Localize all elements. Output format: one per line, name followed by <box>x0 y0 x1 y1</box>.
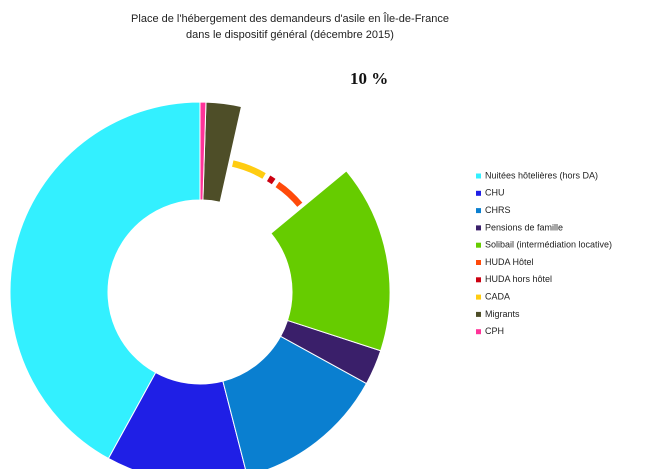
slice <box>265 174 277 186</box>
legend-label: CADA <box>485 291 510 301</box>
slice <box>270 170 391 352</box>
slice <box>274 180 304 209</box>
legend-label: Nuitées hôtelières (hors DA) <box>485 170 598 180</box>
legend-label: CHRS <box>485 205 511 215</box>
chart-title: dans le dispositif général (décembre 201… <box>186 29 394 41</box>
legend-swatch <box>476 329 481 335</box>
legend-swatch <box>476 225 481 231</box>
slice <box>9 101 201 460</box>
legend-label: Pensions de famille <box>485 222 563 232</box>
legend-label: CHU <box>485 188 505 198</box>
legend-label: CPH <box>485 326 504 336</box>
legend-swatch <box>476 311 481 317</box>
legend-swatch <box>476 242 481 248</box>
slice <box>202 101 243 203</box>
legend-swatch <box>476 173 481 179</box>
slice <box>230 159 268 181</box>
legend-swatch <box>476 208 481 214</box>
legend-swatch <box>476 260 481 265</box>
legend-label: Migrants <box>485 309 520 319</box>
legend-swatch <box>476 190 481 196</box>
legend-swatch <box>476 294 481 300</box>
legend-label: Solibail (intermédiation locative) <box>485 240 612 250</box>
annotation: 10 % <box>350 69 388 88</box>
slice <box>199 101 207 201</box>
chart-title: Place de l'hébergement des demandeurs d'… <box>131 12 449 25</box>
legend-label: HUDA hors hôtel <box>485 274 552 284</box>
legend-label: HUDA Hôtel <box>485 257 534 267</box>
slice <box>107 371 246 469</box>
legend-swatch <box>476 277 481 283</box>
